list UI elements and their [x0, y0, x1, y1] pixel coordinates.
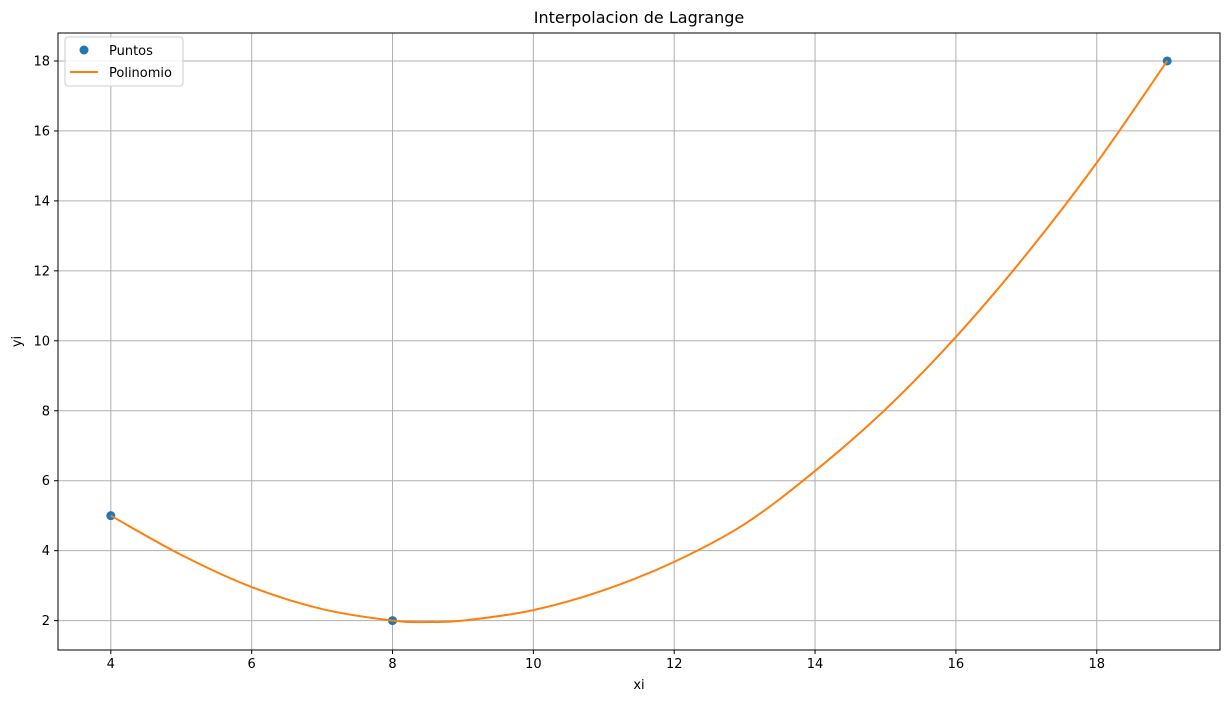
legend-label-polinomio: Polinomio [109, 66, 172, 81]
legend-marker-puntos [79, 45, 89, 55]
y-tick-label: 18 [33, 54, 50, 69]
grid [58, 33, 1220, 650]
legend-box [64, 36, 184, 87]
x-tick-label: 12 [666, 657, 683, 672]
x-tick-label: 10 [525, 657, 542, 672]
y-tick-label: 6 [42, 474, 50, 489]
y-tick-label: 14 [33, 194, 50, 209]
x-tick-label: 14 [807, 657, 824, 672]
ticks: 4 6 8 10 12 14 16 18 2 4 6 8 10 12 14 16 18 [33, 54, 1105, 672]
x-tick-label: 6 [248, 657, 256, 672]
y-tick-label: 10 [33, 334, 50, 349]
axes-frame [57, 32, 1221, 651]
y-tick-label: 16 [33, 124, 50, 139]
x-tick-label: 8 [388, 657, 396, 672]
x-tick-label: 4 [107, 657, 115, 672]
chart-title: Interpolacion de Lagrange [534, 8, 745, 27]
y-tick-label: 12 [33, 264, 50, 279]
y-tick-label: 8 [42, 404, 50, 419]
polynomial-line [110, 60, 1169, 624]
plot-area [106, 56, 1172, 626]
x-tick-label: 18 [1088, 657, 1105, 672]
legend-label-puntos: Puntos [109, 44, 153, 59]
y-tick-label: 4 [42, 544, 50, 559]
x-tick-label: 16 [948, 657, 965, 672]
x-axis-label: xi [633, 678, 644, 693]
y-axis-label: yi [10, 336, 25, 347]
y-tick-label: 2 [42, 614, 50, 629]
legend: Puntos Polinomio [64, 36, 184, 87]
